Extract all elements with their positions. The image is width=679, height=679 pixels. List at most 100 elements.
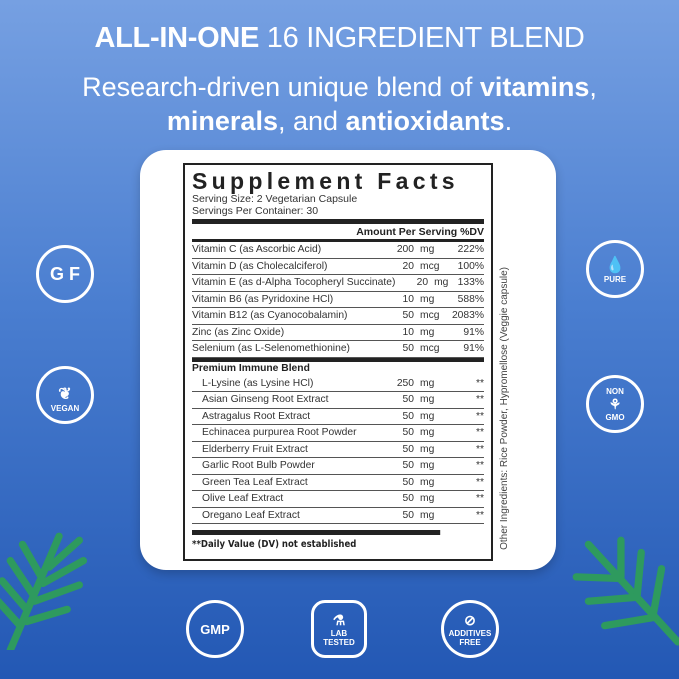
cell-amount: 200 [396,244,414,255]
table-row: Selenium (as L-Selenomethionine) 50 mcg 91% [192,341,484,358]
cell-unit: mg [420,377,435,389]
vegan-badge: ❦ VEGAN [36,366,94,424]
other-ingredients-text: Other Ingredients: Rice Powder, Hypromel… [499,267,510,550]
subheadline: Research-driven unique blend of vitamins… [0,70,679,138]
serving-size: Serving Size: 2 Vegetarian Capsule [192,193,358,205]
cell-unit: mg [420,394,435,405]
cell-amount: 50 [402,310,414,321]
t: vitamins [479,72,590,102]
cell-dv: ** [475,443,484,455]
t: antioxidants [345,106,505,136]
lab-text: LAB TESTED [323,628,355,647]
cell-amount: 50 [402,427,414,438]
cell-dv: ** [475,394,484,405]
cell-name: Vitamin B12 (as Cyanocobalamin) [192,310,348,321]
cell-dv: 222% [457,244,484,255]
table-row: Echinacea purpurea Root Powder 50 mg ** [192,425,484,442]
cell-dv: ** [475,460,484,471]
pure-badge: 💧 PURE [586,240,644,298]
cell-name: Zinc (as Zinc Oxide) [192,326,285,338]
table-row: Vitamin E (as d-Alpha Tocopheryl Succina… [192,275,484,292]
cell-unit: mg [420,509,435,521]
non-text: NON [606,386,624,396]
palm-leaf-left-icon [0,532,88,650]
cell-unit: mg [420,410,435,422]
flask-icon: ⚗ [332,611,346,628]
cell-name: Vitamin C (as Ascorbic Acid) [192,244,322,255]
cell-dv: 588% [457,293,484,305]
cell-name: Garlic Root Bulb Powder [202,460,315,471]
cell-name: Selenium (as L-Selenomethionine) [192,343,350,354]
cell-unit: mg [420,293,435,305]
table-row: Vitamin B12 (as Cyanocobalamin) 50 mcg 2083… [192,308,484,325]
gf-text: G F [50,264,80,284]
non-gmo-badge: NON ⚘ GMO [586,375,644,433]
table-row: Oregano Leaf Extract 50 mg ** [192,508,484,524]
cell-unit: mg [420,244,435,255]
cell-amount: 10 [402,293,414,305]
cell-name: Olive Leaf Extract [202,493,284,504]
cell-dv: ** [475,476,484,488]
nutrient-list: Vitamin C (as Ascorbic Acid) 200 mg 222% Vit… [192,242,484,358]
table-row: Olive Leaf Extract 50 mg ** [192,491,484,508]
cell-unit: mg [420,427,435,438]
supplement-facts-panel: Supplement Facts Serving Size: 2 Vegetar… [183,163,493,561]
cell-unit: mcg [420,343,440,354]
table-row: Asian Ginseng Root Extract 50 mg ** [192,392,484,409]
leaf-icon: ❦ [58,386,72,403]
cell-amount: 50 [402,343,414,354]
cell-unit: mg [420,326,435,338]
table-row: Vitamin C (as Ascorbic Acid) 200 mg 222% [192,242,484,259]
cell-amount: 50 [402,460,414,471]
gmp-badge: GMP [186,600,244,658]
cell-unit: mg [420,493,435,504]
gluten-free-badge: G F [36,245,94,303]
supplement-card: Supplement Facts Serving Size: 2 Vegetar… [140,150,556,570]
cell-name: Vitamin B6 (as Pyridoxine HCl) [192,293,334,305]
blend-list: L-Lysine (as Lysine HCl) 250 mg ** Asian Gin… [192,376,484,524]
t: . [504,106,513,136]
cell-dv: 100% [457,260,484,272]
table-row: Vitamin B6 (as Pyridoxine HCl) 10 mg 588% [192,292,484,308]
table-row: Vitamin D (as Cholecalciferol) 20 mcg 100% [192,259,484,275]
servings-per-container: Servings Per Container: 30 [192,205,319,217]
other-ingredients: Other Ingredients: Rice Powder, Hypromel… [498,170,512,550]
table-row: Astragalus Root Extract 50 mg ** [192,409,484,425]
cell-unit: mg [420,460,435,471]
table-row: Green Tea Leaf Extract 50 mg ** [192,475,484,491]
cell-amount: 50 [402,509,414,521]
t: minerals [166,106,278,136]
headline: ALL-IN-ONE 16 INGREDIENT BLEND [0,22,679,55]
cell-amount: 50 [402,443,414,455]
divider [192,219,484,224]
t: , [589,72,597,102]
cell-amount: 50 [402,394,414,405]
additives-free-badge: ⊘ ADDITIVES FREE [441,600,499,658]
cell-dv: 133% [457,277,484,288]
amount-header: Amount Per Serving %DV [192,225,484,242]
cell-name: Asian Ginseng Root Extract [202,394,329,405]
cell-unit: mg [434,277,449,288]
plant-icon: ⚘ [608,395,622,412]
cell-amount: 20 [402,260,414,272]
cell-unit: mg [420,476,435,488]
cell-amount: 50 [402,476,414,488]
table-row: Elderberry Fruit Extract 50 mg ** [192,442,484,458]
cell-amount: 50 [402,410,414,422]
cell-dv: ** [475,493,484,504]
cell-dv: ** [475,427,484,438]
gmo-text: GMO [605,412,625,422]
table-row: Garlic Root Bulb Powder 50 mg ** [192,458,484,475]
headline-bold: ALL-IN-ONE [94,22,260,54]
blend-title: Premium Immune Blend [192,357,484,376]
vegan-text: VEGAN [50,404,80,413]
cell-name: Green Tea Leaf Extract [202,476,308,488]
table-row: L-Lysine (as Lysine HCl) 250 mg ** [192,376,484,392]
cell-name: Vitamin D (as Cholecalciferol) [192,260,328,272]
cell-unit: mg [420,443,435,455]
no-additives-icon: ⊘ [464,611,476,628]
cell-dv: 91% [463,326,484,338]
cell-unit: mcg [420,310,440,321]
palm-leaf-right-icon [572,536,679,646]
table-row: Zinc (as Zinc Oxide) 10 mg 91% [192,325,484,341]
